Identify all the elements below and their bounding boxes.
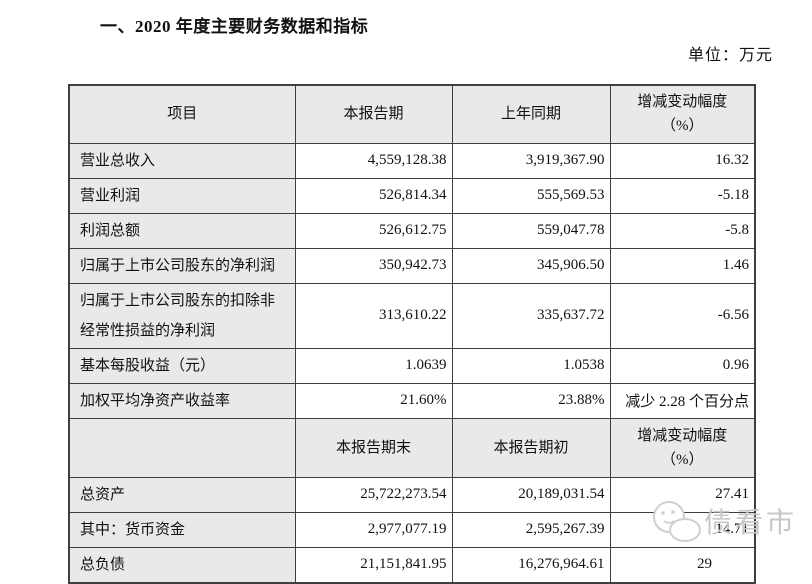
header-cell-current-period: 本报告期 [294,84,453,144]
change-value-cell: -6.56 [609,282,756,349]
row-label-cell: 加权平均净资产收益率 [68,382,296,419]
current-value-cell: 1.0639 [294,347,453,384]
prior-value-cell: 345,906.50 [451,247,611,284]
current-value-cell: 21.60% [294,382,453,419]
change-value-cell: 1.46 [609,247,756,284]
table-row-weighted-roe: 加权平均净资产收益率 21.60% 23.88% 减少 2.28 个百分点 [68,382,756,419]
row-label-cell: 总负债 [68,546,296,584]
change-value-cell: 27.41 [609,476,756,513]
change-rate-line1: 增减变动幅度 [637,94,728,111]
change-value-cell: 16.32 [609,142,756,179]
table-row-net-profit-attributable: 归属于上市公司股东的净利润 350,942.73 345,906.50 1.46 [68,247,756,284]
change-rate-line2: （%） [661,451,704,468]
current-value-cell: 526,814.34 [294,177,453,214]
change-value-cell: 14.71 [609,511,756,548]
row-label-cell: 归属于上市公司股东的扣除非经常性损益的净利润 [68,282,296,349]
table-header-row-balance: 本报告期末 本报告期初 增减变动幅度 （%） [68,417,756,478]
header-cell-change-rate: 增减变动幅度 （%） [609,84,756,144]
table-row-basic-eps: 基本每股收益（元） 1.0639 1.0538 0.96 [68,347,756,384]
prior-value-cell: 23.88% [451,382,611,419]
change-value-cell: -5.8 [609,212,756,249]
table-header-row-period: 项目 本报告期 上年同期 增减变动幅度 （%） [68,84,756,144]
current-value-cell: 21,151,841.95 [294,546,453,584]
prior-value-cell: 555,569.53 [451,177,611,214]
header-cell-period-begin: 本报告期初 [451,417,611,478]
row-label-cell: 归属于上市公司股东的净利润 [68,247,296,284]
row-label-cell: 营业总收入 [68,142,296,179]
table-row-net-profit-deducted: 归属于上市公司股东的扣除非经常性损益的净利润 313,610.22 335,63… [68,282,756,349]
table-row-total-assets: 总资产 25,722,273.54 20,189,031.54 27.41 [68,476,756,513]
prior-value-cell: 3,919,367.90 [451,142,611,179]
change-rate-line1: 增减变动幅度 [637,427,728,444]
current-value-cell: 4,559,128.38 [294,142,453,179]
change-value-cell: 减少 2.28 个百分点 [609,382,756,419]
row-label-cell: 总资产 [68,476,296,513]
header-cell-item: 项目 [68,84,296,144]
row-label-cell: 利润总额 [68,212,296,249]
table-row-total-revenue: 营业总收入 4,559,128.38 3,919,367.90 16.32 [68,142,756,179]
header-cell-period-end: 本报告期末 [294,417,453,478]
table-row-monetary-funds: 其中：货币资金 2,977,077.19 2,595,267.39 14.71 [68,511,756,548]
change-value-cell: 0.96 [609,347,756,384]
current-value-cell: 2,977,077.19 [294,511,453,548]
change-rate-line2: （%） [661,118,704,135]
current-value-cell: 313,610.22 [294,282,453,349]
prior-value-cell: 335,637.72 [451,282,611,349]
change-value-cell: 29 [609,546,756,584]
header-cell-item-empty [68,417,296,478]
prior-value-cell: 1.0538 [451,347,611,384]
row-label-cell: 基本每股收益（元） [68,347,296,384]
prior-value-cell: 16,276,964.61 [451,546,611,584]
financial-indicators-table: 项目 本报告期 上年同期 增减变动幅度 （%） 营业总收入 4,559,128.… [68,84,756,584]
prior-value-cell: 559,047.78 [451,212,611,249]
prior-value-cell: 2,595,267.39 [451,511,611,548]
change-value-cell: -5.18 [609,177,756,214]
current-value-cell: 25,722,273.54 [294,476,453,513]
prior-value-cell: 20,189,031.54 [451,476,611,513]
current-value-cell: 350,942.73 [294,247,453,284]
page-title: 一、2020 年度主要财务数据和指标 [100,17,369,36]
table-row-total-liabilities: 总负债 21,151,841.95 16,276,964.61 29 [68,546,756,584]
header-cell-change-rate: 增减变动幅度 （%） [609,417,756,478]
table-row-operating-profit: 营业利润 526,814.34 555,569.53 -5.18 [68,177,756,214]
unit-label: 单位：万元 [687,47,773,64]
header-cell-prior-period: 上年同期 [451,84,611,144]
row-label-cell: 营业利润 [68,177,296,214]
table-row-total-profit: 利润总额 526,612.75 559,047.78 -5.8 [68,212,756,249]
current-value-cell: 526,612.75 [294,212,453,249]
row-label-cell: 其中：货币资金 [68,511,296,548]
